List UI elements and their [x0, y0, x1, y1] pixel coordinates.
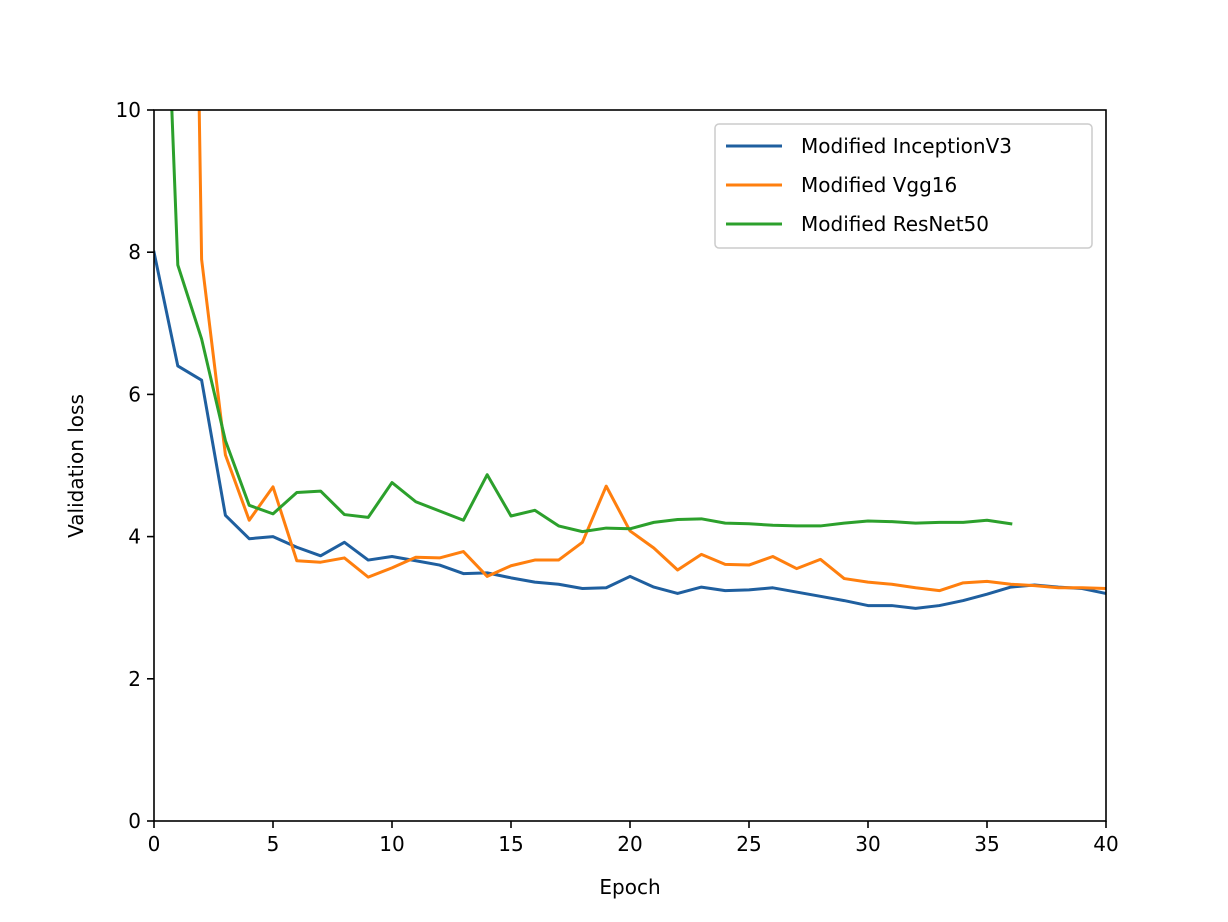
y-tick-label: 4 [128, 525, 141, 549]
legend-box [714, 123, 1093, 249]
x-tick-label: 15 [498, 832, 523, 856]
legend-label: Modified InceptionV3 [801, 134, 1012, 158]
legend: Modified InceptionV3 Modified Vgg16 Modifi… [714, 123, 1093, 249]
x-tick-label: 10 [379, 832, 404, 856]
y-tick-label: 8 [128, 240, 141, 264]
x-tick-label: 35 [974, 832, 999, 856]
series-line-0 [154, 250, 1106, 610]
y-axis-ticks: 0 2 4 6 8 10 [116, 98, 154, 833]
x-tick-label: 5 [267, 832, 280, 856]
y-tick-label: 6 [128, 382, 141, 406]
series-line-1 [197, 110, 1106, 593]
x-tick-label: 0 [148, 832, 161, 856]
y-tick-label: 2 [128, 667, 141, 691]
x-axis-title: Epoch [599, 875, 660, 899]
y-tick-label: 10 [116, 98, 141, 122]
x-tick-label: 30 [855, 832, 880, 856]
legend-label: Modified ResNet50 [801, 212, 989, 236]
legend-label: Modified Vgg16 [801, 173, 957, 197]
y-tick-label: 0 [128, 809, 141, 833]
series-line-2 [170, 110, 1013, 534]
series-layer [154, 110, 1106, 610]
x-tick-label: 40 [1093, 832, 1118, 856]
x-axis-ticks: 0 5 10 15 20 25 30 35 40 [148, 821, 1119, 856]
y-axis-title: Validation loss [64, 394, 88, 538]
x-tick-label: 25 [736, 832, 761, 856]
x-tick-label: 20 [617, 832, 642, 856]
